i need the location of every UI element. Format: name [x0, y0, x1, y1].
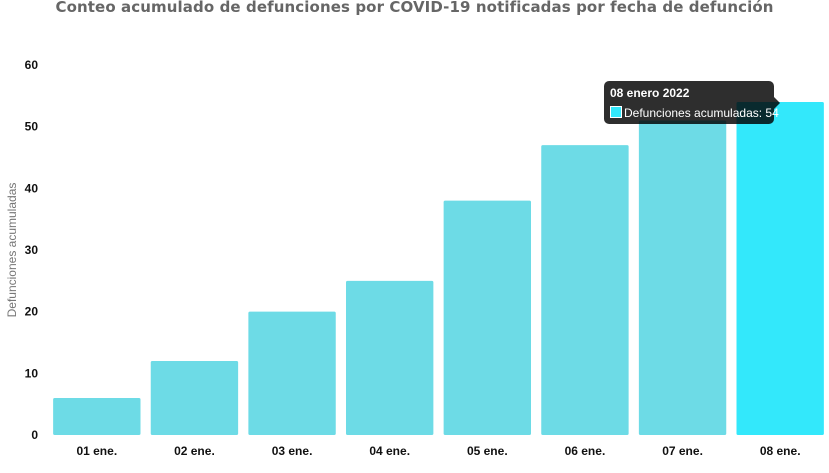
y-tick-label: 10 — [25, 366, 39, 380]
y-tick-label: 60 — [25, 58, 39, 72]
bar[interactable] — [248, 311, 336, 435]
tooltip-swatch-icon — [610, 106, 622, 118]
chart-title: Conteo acumulado de defunciones por COVI… — [55, 0, 774, 16]
bars — [53, 102, 824, 435]
y-tick-label: 30 — [25, 243, 39, 257]
x-tick-label: 04 ene. — [369, 444, 410, 458]
bar[interactable] — [53, 398, 141, 435]
y-tick-label: 20 — [25, 305, 39, 319]
bar[interactable] — [150, 361, 239, 435]
x-tick-label: 05 ene. — [467, 444, 508, 458]
bar[interactable] — [346, 280, 434, 435]
bar[interactable] — [638, 120, 727, 436]
tooltip-label: Defunciones acumuladas: 54 — [624, 106, 779, 120]
y-tick-label: 40 — [25, 181, 39, 195]
x-tick-label: 08 ene. — [760, 444, 801, 458]
y-tick-label: 50 — [25, 120, 39, 134]
x-axis: 01 ene. 02 ene. 03 ene. 04 ene. 05 ene. 06 en… — [76, 444, 800, 458]
y-tick-label: 0 — [31, 428, 38, 442]
x-tick-label: 03 ene. — [272, 444, 313, 458]
x-tick-label: 06 ene. — [565, 444, 606, 458]
x-tick-label: 02 ene. — [174, 444, 215, 458]
tooltip: 08 enero 2022 Defunciones acumuladas: 54 — [604, 81, 780, 124]
tooltip-caret-icon — [774, 97, 780, 109]
y-axis: 0 10 20 30 40 50 60 — [25, 58, 39, 442]
x-tick-label: 01 ene. — [76, 444, 117, 458]
x-tick-label: 07 ene. — [662, 444, 703, 458]
bar[interactable] — [736, 102, 824, 435]
y-axis-label: Defunciones acumuladas — [5, 183, 19, 318]
tooltip-row: Defunciones acumuladas: 54 — [610, 105, 779, 122]
tooltip-title: 08 enero 2022 — [610, 86, 690, 100]
bar[interactable] — [541, 145, 629, 435]
bar[interactable] — [443, 200, 531, 435]
